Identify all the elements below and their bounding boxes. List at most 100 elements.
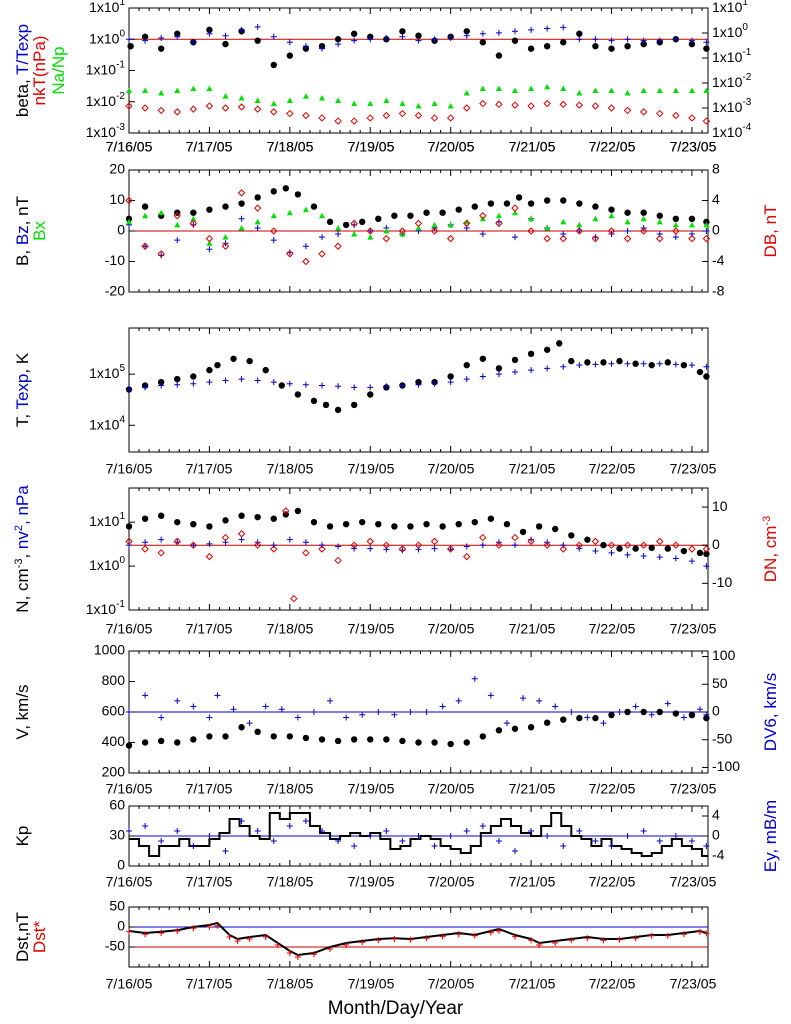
data-point: [302, 243, 309, 250]
data-point: [189, 541, 198, 549]
data-point: [495, 219, 503, 228]
data-point: [576, 362, 583, 369]
data-point: [527, 200, 535, 207]
data-point: [157, 378, 165, 386]
data-point: [391, 212, 398, 219]
y-axis-title: beta, T/Texp: [13, 24, 32, 117]
data-point: [608, 212, 615, 219]
data-point: [270, 379, 277, 386]
y-axis-title: B, Bz, nT: [13, 196, 32, 266]
data-point: [270, 838, 277, 844]
data-point: [382, 111, 391, 120]
data-point: [262, 366, 269, 374]
x-tick-label: 7/18/05: [267, 976, 314, 992]
data-point: [640, 37, 647, 44]
y-tick-label: -20: [105, 283, 125, 299]
data-point: [335, 224, 342, 231]
data-point: [624, 228, 631, 234]
x-tick-label: 7/17/05: [186, 621, 233, 637]
data-point: [446, 234, 455, 243]
data-point: [680, 547, 688, 555]
data-point: [334, 737, 342, 745]
x-tick-label: 7/18/05: [267, 139, 314, 155]
data-point: [190, 380, 197, 387]
data-point: [359, 518, 366, 526]
data-point: [431, 545, 438, 552]
panel-magnetic-field: 7/16/05 7/17/05 7/18/05 7/19/05 7/20/05 7/21/…: [13, 139, 780, 299]
data-point: [391, 523, 398, 530]
data-point: [342, 520, 350, 528]
data-point: [463, 543, 470, 550]
x-tick-label: 7/23/05: [670, 461, 717, 477]
y-tick-label: 10: [109, 191, 125, 207]
data-series: [126, 536, 710, 570]
data-point: [584, 714, 591, 721]
data-point: [398, 227, 407, 235]
data-point: [608, 45, 615, 52]
data-point: [430, 114, 439, 122]
data-point: [560, 218, 567, 225]
data-point: [367, 234, 374, 240]
data-point: [624, 218, 631, 225]
data-point: [672, 361, 679, 368]
data-point: [528, 215, 535, 222]
y-tick-label: 30: [109, 827, 125, 843]
data-point: [495, 371, 502, 378]
data-point: [407, 523, 414, 530]
data-point: [447, 373, 454, 380]
y-tick-label: 0: [117, 918, 125, 934]
data-point: [688, 221, 695, 228]
data-point: [511, 204, 519, 212]
data-point: [591, 537, 600, 546]
data-point: [222, 517, 229, 524]
x-tick-label: 7/19/05: [348, 976, 395, 992]
data-point: [125, 215, 133, 222]
data-point: [703, 228, 710, 234]
data-point: [656, 360, 663, 367]
data-point: [206, 540, 213, 547]
x-tick-label: 7/16/05: [106, 976, 153, 992]
x-tick-label: 7/23/05: [670, 139, 717, 155]
data-point: [367, 833, 374, 839]
data-point: [302, 549, 310, 557]
x-tick-label: 7/17/05: [186, 461, 233, 477]
data-point: [334, 556, 342, 565]
data-point: [383, 34, 390, 41]
data-point: [543, 346, 551, 353]
data-point: [343, 714, 350, 721]
data-point: [253, 204, 262, 212]
data-point: [608, 360, 615, 367]
y-tick-label: 200: [102, 764, 126, 780]
data-point: [463, 376, 470, 383]
data-point: [503, 720, 510, 727]
data-point: [639, 227, 648, 235]
x-tick-label: 7/17/05: [186, 139, 233, 155]
x-tick-label: 7/21/05: [509, 621, 556, 637]
data-point: [447, 221, 454, 228]
data-point: [206, 240, 213, 246]
data-point: [286, 823, 293, 829]
data-point: [479, 733, 487, 740]
data-point: [702, 117, 711, 125]
data-point: [511, 725, 519, 732]
data-point: [407, 936, 414, 943]
data-point: [515, 194, 523, 201]
data-point: [222, 848, 229, 854]
data-point: [270, 542, 277, 549]
data-point: [624, 833, 631, 839]
data-point: [623, 234, 632, 243]
data-point: [656, 212, 663, 219]
data-point: [190, 39, 197, 46]
data-point: [126, 828, 132, 834]
data-point: [319, 828, 325, 834]
x-tick-label: 7/20/05: [428, 874, 475, 890]
panel-density: 7/16/05 7/17/05 7/18/05 7/19/05 7/20/05 7/21/…: [13, 485, 780, 637]
data-point: [383, 383, 390, 390]
data-point: [157, 106, 165, 115]
x-tick-label: 7/18/05: [267, 461, 314, 477]
data-point: [351, 37, 358, 44]
data-point: [206, 206, 213, 213]
data-point: [592, 36, 599, 43]
data-point: [543, 234, 551, 243]
